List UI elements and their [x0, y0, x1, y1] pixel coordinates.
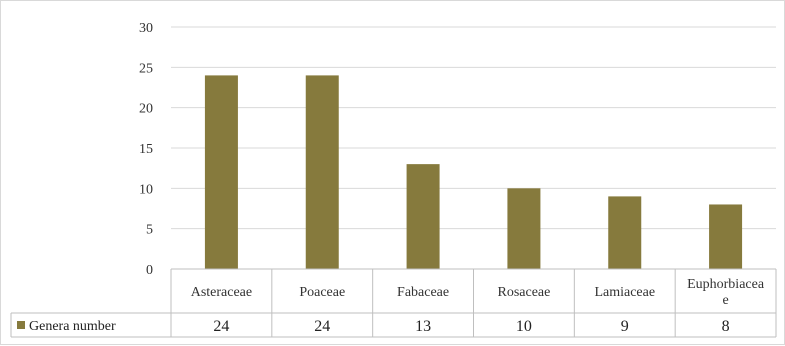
bar-poaceae — [305, 75, 339, 270]
data-table-value: 24 — [314, 318, 330, 335]
category-label: Asteraceae — [191, 285, 252, 300]
bar-fabaceae — [406, 164, 440, 269]
category-label: Poaceae — [299, 285, 345, 300]
y-tick-label: 30 — [139, 21, 153, 36]
bar-euphorbiaceae — [709, 204, 743, 269]
data-table-value: 9 — [621, 318, 629, 335]
category-label: Rosaceae — [497, 285, 550, 300]
data-table-value: 13 — [415, 318, 431, 335]
category-label: Fabaceae — [397, 285, 449, 300]
y-tick-label: 15 — [139, 142, 153, 157]
y-tick-label: 5 — [146, 223, 153, 238]
legend-label: Genera number — [29, 319, 116, 334]
data-table-value: 10 — [516, 318, 532, 335]
y-tick-label: 20 — [139, 102, 153, 117]
data-table-value: 8 — [722, 318, 730, 335]
y-tick-label: 25 — [139, 61, 153, 76]
y-tick-label: 10 — [139, 182, 153, 197]
y-tick-label: 0 — [146, 263, 153, 278]
data-table-value: 24 — [213, 318, 229, 335]
bar-rosaceae — [507, 188, 541, 269]
category-label: e — [722, 293, 728, 308]
bar-lamiaceae — [608, 196, 642, 269]
category-label: Euphorbiacea — [687, 277, 765, 292]
category-label: Lamiaceae — [594, 285, 655, 300]
legend-swatch — [17, 321, 25, 329]
bar-asteraceae — [204, 75, 238, 270]
